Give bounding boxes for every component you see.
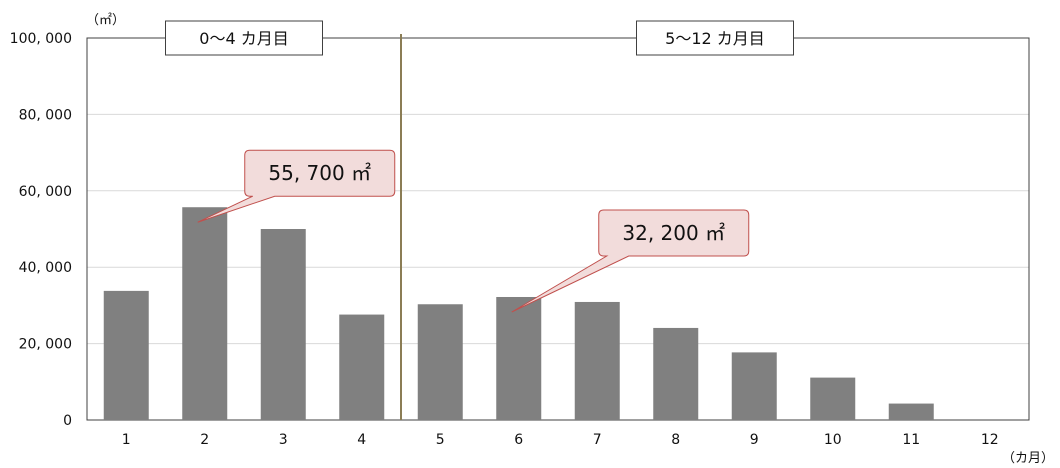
bar bbox=[574, 301, 620, 420]
bar bbox=[339, 314, 385, 420]
x-tick-label: 3 bbox=[279, 432, 288, 448]
bar bbox=[888, 403, 934, 420]
period-label: 5〜12 カ月目 bbox=[665, 29, 765, 48]
bar bbox=[103, 290, 149, 420]
bar bbox=[496, 296, 542, 420]
x-tick-label: 9 bbox=[750, 432, 759, 448]
y-axis-unit-label: （㎡） bbox=[86, 13, 125, 28]
plot-area-border bbox=[86, 37, 1030, 421]
callout-bubble bbox=[511, 209, 750, 313]
x-tick-label: 11 bbox=[902, 432, 920, 448]
y-tick-label: 20, 000 bbox=[19, 337, 72, 353]
period-label-box: 0〜4 カ月目 bbox=[165, 20, 323, 56]
x-tick-label: 8 bbox=[671, 432, 680, 448]
callout-label: 55, 700 ㎡ bbox=[268, 161, 371, 185]
bar bbox=[810, 377, 856, 420]
grid-lines bbox=[87, 113, 1029, 345]
y-tick-label: 40, 000 bbox=[19, 260, 72, 276]
period-label-box: 5〜12 カ月目 bbox=[636, 20, 794, 56]
x-tick-label: 5 bbox=[436, 432, 445, 448]
x-tick-label: 4 bbox=[357, 432, 366, 448]
y-tick-label: 100, 000 bbox=[10, 31, 72, 47]
x-tick-label: 6 bbox=[514, 432, 523, 448]
x-tick-label: 7 bbox=[593, 432, 602, 448]
period-box-frame bbox=[636, 20, 794, 56]
y-tick-label: 80, 000 bbox=[19, 107, 72, 123]
plot-frame bbox=[86, 37, 1030, 421]
period-label: 0〜4 カ月目 bbox=[199, 29, 288, 48]
x-tick-label: 1 bbox=[122, 432, 131, 448]
bar bbox=[260, 229, 306, 420]
y-axis-ticks: 0 20, 000 40, 000 60, 000 80, 000 100, 000 bbox=[10, 31, 72, 429]
x-tick-label: 10 bbox=[824, 432, 842, 448]
callout-bubble bbox=[197, 149, 396, 223]
period-labels: 0〜4 カ月目 5〜12 カ月目 bbox=[165, 20, 794, 56]
value-callout: 55, 700 ㎡ bbox=[197, 149, 396, 223]
bar bbox=[731, 352, 777, 420]
x-axis-ticks: 1 2 3 4 5 6 7 8 9 10 11 12 bbox=[122, 432, 999, 448]
value-callout: 32, 200 ㎡ bbox=[511, 209, 750, 313]
x-tick-label: 2 bbox=[200, 432, 209, 448]
bar bbox=[653, 327, 699, 420]
x-axis-unit-label: （カ月） bbox=[1002, 451, 1054, 466]
period-box-frame bbox=[165, 20, 323, 56]
x-tick-label: 12 bbox=[981, 432, 999, 448]
bars bbox=[103, 207, 934, 420]
callouts: 55, 700 ㎡ 32, 200 ㎡ bbox=[197, 149, 750, 313]
bar bbox=[417, 304, 463, 420]
y-tick-label: 0 bbox=[63, 413, 72, 429]
bar bbox=[182, 207, 228, 420]
y-tick-label: 60, 000 bbox=[19, 184, 72, 200]
callout-label: 32, 200 ㎡ bbox=[622, 221, 725, 245]
